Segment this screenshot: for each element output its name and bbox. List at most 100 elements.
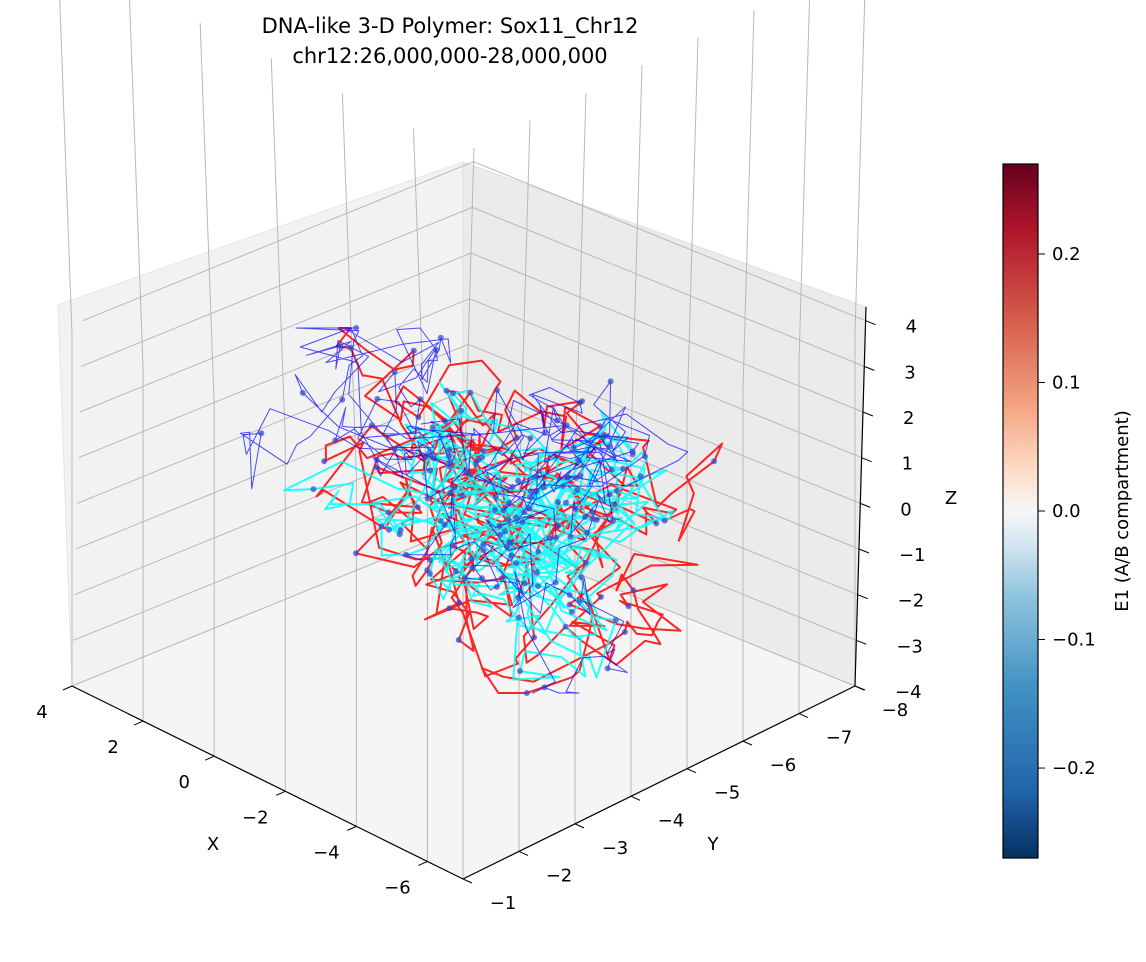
gridline-z: [468, 343, 861, 504]
gridline-y: [854, 0, 866, 335]
polymer-bead: [540, 484, 547, 491]
x-tick-label: 0: [178, 772, 189, 793]
polymer-bead: [463, 469, 470, 476]
x-axis-ticks: 4 2 0 −2 −4 −6: [36, 685, 428, 898]
x-tick-mark: [418, 860, 428, 866]
polymer-bead: [555, 499, 561, 505]
polymer-bead: [613, 487, 620, 494]
gridlines: [59, 0, 866, 879]
polymer-bead: [555, 523, 562, 529]
colorbar-ticks: 0.2 0.1 0.0 −0.1 −0.2: [1038, 244, 1096, 779]
y-tick-label: −2: [546, 865, 573, 886]
y-tick-label: −3: [602, 838, 629, 859]
x-tick-mark: [133, 720, 144, 726]
polymer-bead: [541, 684, 548, 691]
z-tick-label: 2: [903, 408, 914, 429]
polymer-bead: [610, 517, 616, 524]
gridline-z: [82, 161, 474, 322]
polymer-bead: [427, 451, 434, 458]
y-tick-label: −6: [770, 755, 797, 776]
x-axis-line: [71, 685, 464, 880]
polymer-bead: [570, 444, 577, 451]
x-tick-mark: [276, 790, 286, 796]
gridline-y: [742, 10, 755, 390]
polymer-bead: [496, 522, 503, 529]
polymer-bead: [515, 477, 522, 484]
polymer-bead: [373, 456, 380, 463]
polymer-bead: [597, 423, 604, 430]
y-axis-ticks: −1 −2 −3 −4 −5 −6 −7 −8: [462, 685, 908, 914]
polymer-bead: [509, 483, 516, 490]
polymer-bead: [552, 579, 559, 586]
polymer-bead: [461, 575, 468, 582]
polymer-bead: [533, 488, 540, 495]
y-tick-mark: [798, 713, 809, 719]
polymer-bead: [517, 668, 523, 675]
z-tick-label: 4: [906, 317, 917, 338]
polymer-bead: [437, 518, 444, 524]
polymer-bead: [480, 547, 487, 554]
polymer-bead: [446, 459, 453, 466]
y-tick-mark: [518, 850, 529, 856]
polymer-bead: [374, 396, 381, 402]
polymer-bead: [608, 466, 615, 473]
colorbar-label: E1 (A/B compartment): [1112, 410, 1133, 611]
polymer-bead: [573, 474, 580, 481]
gridline-z: [79, 252, 472, 413]
polymer-bead: [396, 531, 403, 538]
gridline-x: [199, 23, 215, 405]
polymer-bead: [604, 665, 611, 672]
polymer-bead: [563, 474, 570, 481]
polymer-bead: [554, 417, 561, 424]
polymer-bead: [385, 526, 392, 533]
polymer-bead: [310, 486, 317, 493]
polymer-bead: [415, 414, 422, 421]
y-tick-mark: [462, 878, 473, 884]
polymer-bead: [501, 528, 508, 535]
polymer-bead: [299, 389, 306, 396]
polymer-bead: [493, 583, 500, 590]
polymer-bead: [410, 347, 417, 354]
polymer-bead: [443, 387, 450, 394]
polymer-bead: [500, 507, 507, 514]
polymer-bead: [321, 458, 328, 465]
polymer-bead: [527, 435, 534, 442]
polymer-bead: [414, 504, 421, 511]
polymer-bead: [611, 501, 618, 508]
polymer-bead: [574, 487, 581, 494]
polymer-bead: [566, 592, 573, 598]
polymer-bead: [612, 617, 619, 624]
polymer-bead: [441, 417, 448, 424]
polymer-bead: [563, 422, 570, 429]
polymer-bead: [535, 583, 541, 590]
z-tick-label: −2: [898, 591, 925, 612]
polymer-bead: [533, 473, 540, 480]
z-tick-mark: [854, 685, 866, 691]
colorbar: 0.2 0.1 0.0 −0.1 −0.2 E1 (A/B compartment): [1002, 163, 1133, 859]
polymer-bead: [480, 448, 487, 454]
polymer-bead: [426, 570, 433, 577]
polymer-bead: [567, 533, 574, 540]
polymer-bead: [521, 580, 528, 587]
polymer-strand: [239, 327, 689, 694]
polymer-bead: [391, 446, 398, 453]
polymer-beads: [258, 325, 718, 696]
y-axis-line: [462, 685, 856, 880]
polymer-bead: [337, 343, 344, 349]
x-tick-mark: [204, 755, 215, 761]
polymer-bead: [458, 407, 465, 414]
polymer-bead: [480, 541, 487, 548]
gridline-x: [129, 0, 144, 370]
z-axis-line: [854, 306, 867, 687]
polymer-bead: [513, 434, 520, 441]
colorbar-tick-label: 0.0: [1052, 501, 1081, 522]
polymer-bead: [468, 555, 475, 562]
polymer-bead: [711, 458, 718, 465]
polymer-bead: [446, 446, 453, 453]
y-tick-label: −4: [658, 810, 685, 831]
polymer-bead: [467, 389, 474, 396]
polymer-bead: [508, 552, 515, 559]
polymer-bead: [427, 467, 434, 474]
z-tick-label: 1: [902, 454, 913, 475]
polymer-bead: [568, 608, 575, 615]
